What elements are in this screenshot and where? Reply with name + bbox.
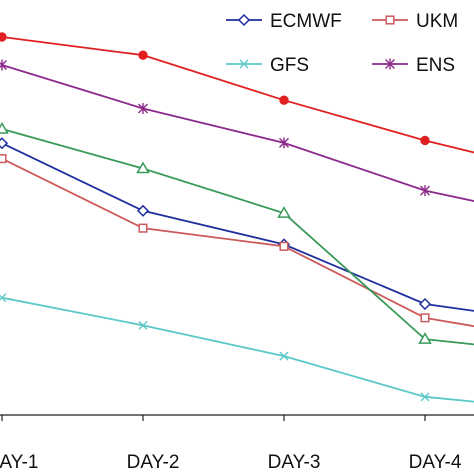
x-tick-label: DAY-2 — [127, 452, 180, 473]
series-gfs — [0, 293, 474, 403]
legend: ECMWF UKM GFS ENS — [226, 11, 458, 76]
legend-item-gfs: GFS — [226, 55, 309, 76]
series-series-5 — [0, 32, 474, 154]
data-point — [0, 122, 9, 134]
legend-marker — [237, 13, 251, 27]
series-series-6 — [0, 122, 474, 346]
legend-label: UKM — [416, 11, 458, 32]
data-point — [420, 185, 430, 197]
series-ecmwf — [0, 137, 474, 312]
legend-item-ukm: UKM — [372, 11, 458, 32]
data-point — [420, 313, 430, 323]
legend-label: ECMWF — [270, 11, 342, 32]
data-point — [0, 137, 9, 150]
data-point — [138, 223, 148, 233]
data-point — [279, 137, 289, 149]
x-tick-label: DAY-1 — [0, 452, 38, 473]
data-point — [138, 320, 148, 330]
series-ens — [0, 59, 474, 202]
chart-axes — [0, 414, 474, 421]
legend-label: GFS — [270, 55, 309, 76]
legend-item-ecmwf: ECMWF — [226, 11, 342, 32]
legend-item-ens: ENS — [372, 55, 455, 76]
data-point — [418, 332, 432, 344]
data-point — [0, 154, 7, 164]
data-point — [0, 59, 7, 71]
legend-marker — [385, 15, 395, 25]
series-line — [1, 128, 474, 346]
data-point — [0, 32, 7, 42]
series-line — [1, 296, 474, 403]
series-line — [1, 36, 474, 154]
x-tick-label: DAY-4 — [409, 452, 462, 473]
data-point — [138, 102, 148, 114]
data-point — [420, 392, 430, 402]
data-point — [138, 50, 148, 60]
data-point — [0, 293, 7, 303]
series-ukm — [0, 154, 474, 328]
data-point — [136, 161, 150, 174]
data-point — [277, 206, 291, 218]
data-point — [279, 241, 289, 251]
data-point — [420, 135, 430, 146]
data-point — [418, 297, 432, 311]
chart-series — [0, 32, 474, 403]
x-tick-label: DAY-3 — [268, 452, 321, 473]
series-line — [1, 157, 474, 328]
data-point — [279, 95, 289, 105]
series-line — [1, 142, 474, 312]
legend-label: ENS — [416, 55, 455, 76]
legend-marker — [385, 58, 395, 70]
series-line — [1, 64, 474, 202]
data-point — [136, 204, 150, 217]
legend-marker — [239, 59, 249, 69]
data-point — [279, 351, 289, 361]
